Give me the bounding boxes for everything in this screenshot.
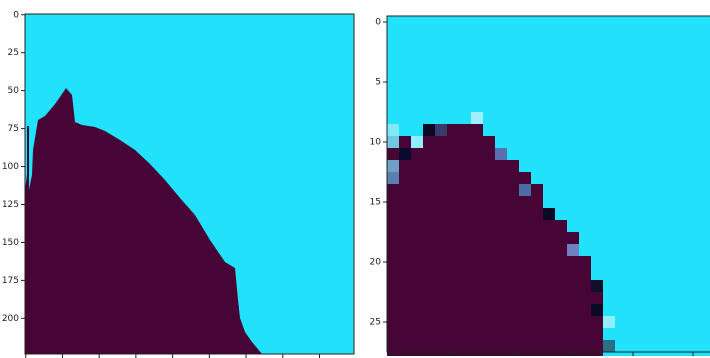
pixel — [411, 136, 423, 148]
y-tick-label: 0 — [13, 10, 19, 20]
y-tick-label: 10 — [370, 138, 382, 148]
left-image — [25, 14, 354, 354]
pixel — [387, 136, 399, 148]
pixel — [387, 172, 399, 184]
y-tick-label: 125 — [2, 200, 19, 210]
y-tick-label: 100 — [2, 162, 19, 172]
pixel — [519, 184, 531, 196]
y-tick-label: 25 — [370, 318, 381, 328]
y-tick-label: 200 — [2, 314, 19, 324]
right-image — [387, 16, 710, 356]
y-tick-label: 50 — [8, 86, 20, 96]
pixel — [435, 124, 447, 136]
y-tick-label: 25 — [8, 48, 19, 58]
pixel — [387, 124, 399, 136]
pixel — [567, 244, 579, 256]
y-tick-label: 150 — [2, 238, 19, 248]
page: {"chart_data": [ {"type": "image", "xlim… — [0, 0, 710, 358]
figure: 0255075100125150175200025507510012515017… — [0, 0, 710, 358]
pixel — [387, 160, 399, 172]
y-tick-label: 0 — [375, 18, 381, 28]
y-tick-label: 20 — [370, 258, 382, 268]
pixel — [399, 148, 411, 160]
y-tick-label: 75 — [8, 124, 19, 134]
y-tick-label: 175 — [2, 276, 19, 286]
pixel — [603, 316, 615, 328]
pixel — [591, 304, 603, 316]
y-tick-label: 5 — [375, 78, 381, 88]
y-tick-label: 15 — [370, 198, 381, 208]
pixel — [423, 124, 435, 136]
pixel — [543, 208, 555, 220]
pixel — [471, 112, 483, 124]
pixel — [603, 340, 615, 352]
pixel — [591, 280, 603, 292]
pixel — [495, 148, 507, 160]
